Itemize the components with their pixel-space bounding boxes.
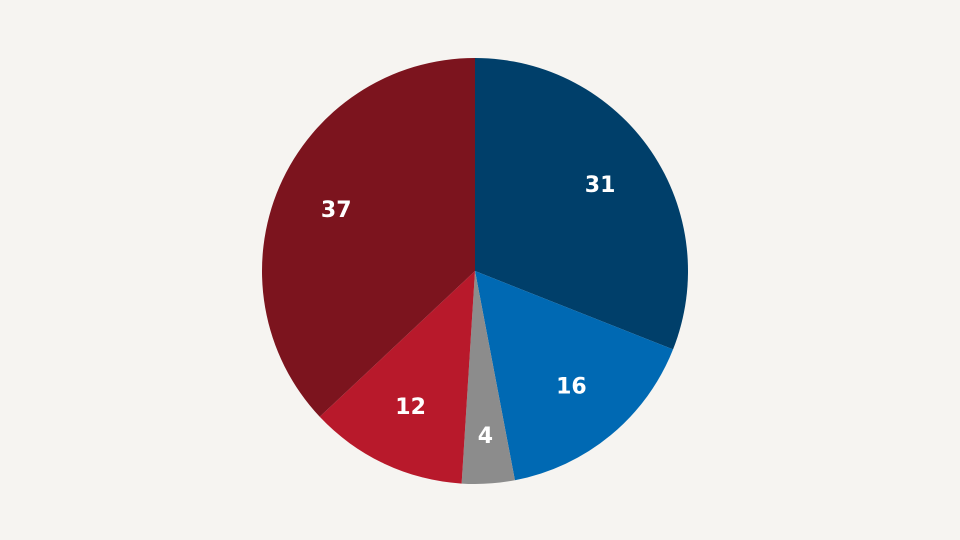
slice-label: 16 (556, 375, 587, 400)
pie-slice (262, 58, 475, 417)
slice-label: 37 (321, 198, 352, 223)
slice-label: 31 (585, 173, 616, 198)
labels: 31 16 4 12 37 (321, 173, 615, 449)
pie-slice (319, 271, 475, 484)
pie-slice (475, 58, 688, 350)
pie (262, 58, 688, 484)
pie-slice (461, 271, 515, 484)
slice-label: 12 (395, 395, 426, 420)
pie-slice (475, 271, 674, 481)
slice-label: 4 (478, 424, 493, 449)
